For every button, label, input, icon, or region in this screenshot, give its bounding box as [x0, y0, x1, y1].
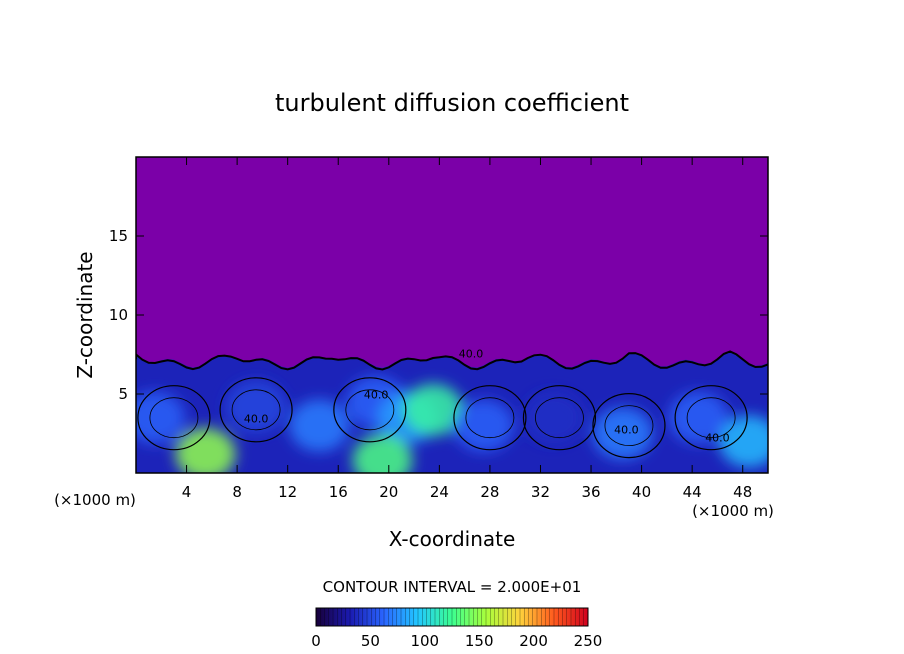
y-tick-label: 10: [109, 306, 128, 324]
x-tick-label: 16: [329, 483, 348, 501]
contour-line: [231, 389, 281, 431]
contour-label: 40.0: [459, 348, 484, 361]
x-tick-label: 20: [379, 483, 398, 501]
chart-title: turbulent diffusion coefficient: [275, 89, 629, 117]
y-axis-label: Z-coordinate: [73, 251, 97, 378]
y-tick-label: 15: [109, 227, 128, 245]
x-tick-label: 8: [232, 483, 242, 501]
contour-interval-text: CONTOUR INTERVAL = 2.000E+01: [323, 578, 582, 596]
x-unit-right: (×1000 m): [692, 502, 774, 520]
contour-line: [686, 397, 736, 439]
y-tick-label: 5: [118, 385, 128, 403]
eddy-blob: [592, 407, 653, 460]
colorbar-bins: [320, 608, 584, 626]
x-tick-label: 28: [480, 483, 499, 501]
contour-label: 40.0: [614, 424, 639, 437]
x-tick-label: 36: [581, 483, 600, 501]
contour-line: [522, 385, 597, 451]
colorbar-frame: [315, 607, 589, 627]
contour-line: [137, 385, 211, 451]
colorbar-tick-label: 150: [465, 632, 494, 650]
x-tick-label: 24: [430, 483, 449, 501]
eddy-blob: [668, 391, 729, 444]
contour-line: [136, 350, 768, 371]
colorbar-ticks: 0 50 100 150 200 250: [311, 632, 602, 650]
colorbar-tick-label: 0: [311, 632, 321, 650]
colorbar-tick-label: 50: [361, 632, 380, 650]
contour-line: [604, 405, 654, 447]
contour-line: [465, 397, 515, 439]
contour-line: [453, 385, 527, 451]
eddy-blob: [523, 391, 584, 444]
eddy-blob: [289, 399, 350, 452]
contour-line: [149, 397, 199, 439]
colorbar: 0 50 100 150 200 250: [311, 607, 602, 650]
x-tick-label: 32: [531, 483, 550, 501]
plot-area: 40.0 40.0 40.0 40.0 40.0: [136, 157, 768, 473]
eddy-blob: [136, 391, 185, 444]
contour-line: [592, 393, 666, 459]
eddy-blob: [175, 428, 236, 473]
eddy-blob: [453, 399, 514, 452]
contour-label: 40.0: [364, 389, 389, 402]
contour-label-group: 40.0 40.0 40.0 40.0 40.0: [244, 348, 730, 445]
colorbar-tick-label: 200: [519, 632, 548, 650]
colorbar-tick-label: 100: [410, 632, 439, 650]
x-tick-label: 48: [733, 483, 752, 501]
x-tick-label: 4: [182, 483, 192, 501]
contour-line: [333, 377, 407, 443]
x-tick-label: 44: [683, 483, 702, 501]
contour-label: 40.0: [244, 412, 269, 425]
x-unit-left: (×1000 m): [54, 491, 136, 509]
x-tick-label: 12: [278, 483, 297, 501]
x-tick-label: 40: [632, 483, 651, 501]
x-axis-ticks: 4 8 12 16 20 24 28 32 36 40 44 48: [182, 157, 752, 501]
contour-line: [219, 377, 293, 443]
contour-lines: [136, 350, 768, 459]
eddy-blob: [403, 383, 464, 436]
x-axis-label: X-coordinate: [389, 527, 516, 551]
contour-line: [345, 389, 395, 431]
colorbar-tick-label: 250: [574, 632, 603, 650]
contour-line: [535, 397, 584, 439]
eddy-blob: [226, 380, 287, 433]
contour-label: 40.0: [705, 431, 730, 444]
y-axis-ticks: 5 10 15: [109, 227, 768, 403]
contour-line: [674, 385, 748, 451]
eddy-blob: [352, 434, 413, 473]
